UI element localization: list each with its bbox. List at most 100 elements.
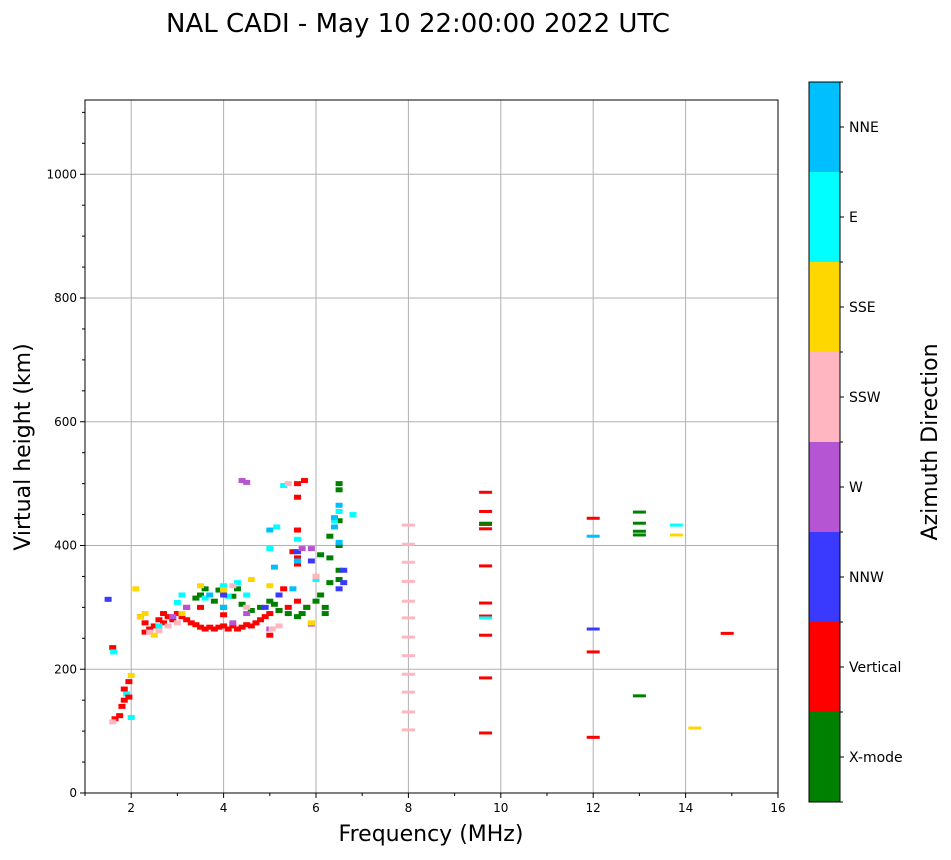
- echo-mark-vertical: [247, 623, 255, 629]
- echo-mark-e: [349, 512, 357, 518]
- echo-mark-x-mode: [210, 598, 218, 604]
- echo-mark-vertical: [586, 516, 600, 520]
- echo-mark-vertical: [210, 626, 218, 632]
- echo-mark-vertical: [220, 612, 228, 618]
- data-marks: [104, 478, 734, 739]
- echo-mark-vertical: [155, 617, 163, 623]
- echo-mark-nnw: [340, 580, 348, 586]
- echo-mark-sse: [132, 586, 140, 592]
- echo-mark-vertical: [479, 490, 493, 494]
- echo-mark-vertical: [146, 626, 154, 632]
- echo-mark-nne: [330, 524, 338, 530]
- echo-mark-x-mode: [266, 598, 274, 604]
- echo-mark-x-mode: [632, 694, 646, 698]
- echo-mark-sse: [247, 577, 255, 583]
- echo-mark-nnw: [294, 549, 302, 555]
- echo-mark-vertical: [111, 716, 119, 722]
- echo-mark-nnw: [275, 592, 283, 598]
- echo-mark-vertical: [173, 611, 181, 617]
- echo-mark-e: [266, 546, 274, 552]
- echo-mark-vertical: [243, 622, 251, 628]
- echo-mark-nne: [289, 586, 297, 592]
- x-tick-label: 6: [312, 801, 320, 815]
- echo-mark-e: [243, 592, 251, 598]
- echo-mark-x-mode: [335, 481, 343, 487]
- echo-mark-e: [479, 616, 493, 620]
- echo-mark-e: [201, 595, 209, 601]
- echo-mark-x-mode: [257, 604, 265, 610]
- colorbar-label: Azimuth Direction: [918, 343, 943, 540]
- echo-mark-vertical: [586, 650, 600, 654]
- echo-mark-vertical: [201, 626, 209, 632]
- echo-mark-vertical: [257, 617, 265, 623]
- colorbar-tick-label: SSW: [849, 390, 881, 406]
- echo-mark-ssw: [401, 654, 415, 658]
- echo-mark-ssw: [146, 629, 154, 635]
- x-axis-ticks: 2 4 6 8 10 12 14 16: [84, 793, 786, 815]
- echo-mark-vertical: [150, 623, 158, 629]
- echo-mark-vertical: [164, 614, 172, 620]
- chart-title: NAL CADI - May 10 22:00:00 2022 UTC: [166, 9, 670, 39]
- echo-mark-x-mode: [197, 592, 204, 598]
- echo-mark-sse: [178, 611, 186, 617]
- echo-mark-vertical: [261, 614, 269, 620]
- echo-mark-sse: [197, 583, 204, 589]
- echo-mark-w: [243, 479, 251, 485]
- plot-frame: [84, 99, 779, 794]
- echo-mark-ssw: [284, 481, 292, 487]
- echo-mark-vertical: [294, 494, 302, 500]
- echo-mark-x-mode: [632, 510, 646, 514]
- echo-mark-w: [183, 604, 191, 610]
- colorbar-tick-label: NNW: [849, 570, 884, 586]
- echo-mark-vertical: [160, 620, 168, 626]
- echo-mark-e: [669, 523, 683, 527]
- echo-mark-nne: [330, 515, 338, 521]
- echo-mark-vertical: [720, 631, 734, 635]
- echo-mark-e: [220, 583, 228, 589]
- colorbar-segment: [809, 622, 840, 712]
- echo-mark-x-mode: [284, 611, 292, 617]
- echo-mark-e: [233, 580, 241, 586]
- echo-mark-vertical: [252, 620, 260, 626]
- echo-mark-nnw: [104, 596, 112, 602]
- echo-mark-x-mode: [321, 604, 329, 610]
- echo-mark-vertical: [280, 586, 288, 592]
- echo-mark-ssw: [401, 710, 415, 714]
- colorbar-tick-label: SSE: [849, 300, 876, 316]
- echo-mark-e: [294, 536, 302, 542]
- echo-mark-sse: [220, 587, 228, 593]
- echo-mark-ssw: [173, 620, 181, 626]
- echo-mark-x-mode: [479, 521, 493, 525]
- echo-mark-nnw: [261, 604, 269, 610]
- echo-mark-vertical: [294, 561, 302, 567]
- echo-mark-nne: [586, 534, 600, 538]
- echo-mark-ssw: [401, 635, 415, 639]
- echo-mark-e: [335, 508, 343, 514]
- echo-mark-vertical: [183, 617, 191, 623]
- echo-mark-vertical: [220, 623, 228, 629]
- echo-mark-vertical: [289, 549, 297, 555]
- echo-mark-x-mode: [326, 555, 334, 561]
- x-axis-label: Frequency (MHz): [339, 822, 524, 847]
- echo-mark-vertical: [125, 694, 133, 700]
- echo-mark-x-mode: [335, 577, 343, 583]
- y-tick-label: 0: [69, 786, 77, 800]
- echo-mark-nnw: [335, 586, 343, 592]
- echo-mark-vertical: [300, 478, 308, 484]
- echo-mark-e: [280, 482, 288, 488]
- y-tick-label: 200: [54, 662, 77, 676]
- echo-mark-x-mode: [317, 592, 325, 598]
- echo-mark-ssw: [229, 583, 237, 589]
- echo-mark-vertical: [294, 481, 302, 487]
- y-tick-label: 400: [54, 539, 77, 553]
- echo-mark-vertical: [266, 632, 274, 638]
- colorbar-segment: [809, 442, 840, 532]
- echo-mark-ssw: [155, 628, 163, 634]
- echo-mark-x-mode: [321, 611, 329, 617]
- echo-mark-ssw: [401, 599, 415, 603]
- echo-mark-sse: [141, 611, 149, 617]
- colorbar-segment: [809, 352, 840, 442]
- echo-mark-vertical: [479, 527, 493, 531]
- echo-mark-x-mode: [632, 533, 646, 537]
- x-tick-label: 2: [127, 801, 135, 815]
